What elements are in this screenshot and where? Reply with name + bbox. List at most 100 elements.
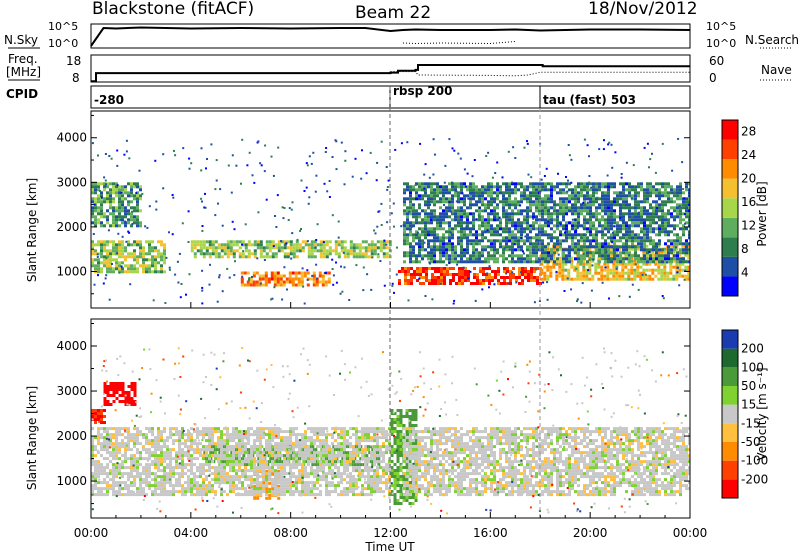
heatmap-cell: [427, 215, 430, 219]
heatmap-cell: [427, 206, 430, 210]
heatmap-cell: [396, 421, 400, 424]
heatmap-cell: [457, 242, 460, 246]
heatmap-cell: [411, 496, 415, 499]
heatmap-speckle: [592, 258, 595, 261]
heatmap-cell: [526, 188, 529, 192]
heatmap-speckle: [467, 277, 470, 280]
heatmap-cell: [637, 182, 640, 186]
heatmap-cell: [643, 197, 646, 201]
heatmap-cell: [97, 415, 100, 418]
heatmap-cell: [118, 200, 121, 204]
heatmap-cell: [628, 260, 631, 264]
heatmap-cell: [532, 191, 535, 195]
heatmap-cell: [567, 268, 571, 272]
heatmap-cell: [220, 249, 224, 253]
heatmap-speckle: [332, 274, 335, 277]
heatmap-cell: [436, 215, 439, 219]
heatmap-cell: [583, 257, 586, 261]
heatmap-speckle: [97, 154, 99, 157]
heatmap-cell: [412, 445, 415, 449]
heatmap-cell: [217, 252, 221, 256]
heatmap-cell: [684, 274, 688, 278]
heatmap-speckle: [464, 185, 467, 188]
heatmap-cell: [452, 267, 455, 270]
heatmap-cell: [304, 243, 308, 247]
heatmap-cell: [325, 255, 329, 259]
heatmap-cell: [127, 255, 130, 259]
heatmap-cell: [226, 252, 230, 256]
heatmap-cell: [399, 418, 403, 421]
heatmap-cell: [439, 200, 442, 204]
heatmap-cell: [627, 247, 631, 251]
heatmap-cell: [592, 233, 595, 237]
heatmap-cell: [637, 245, 640, 249]
heatmap-cell: [445, 236, 448, 240]
heatmap-cell: [648, 268, 652, 272]
heatmap-cell: [571, 194, 574, 198]
heatmap-cell: [130, 400, 134, 403]
heatmap-cell: [541, 254, 544, 258]
heatmap-cell: [412, 487, 415, 491]
heatmap-cell: [445, 484, 448, 488]
heatmap-cell: [445, 493, 448, 497]
heatmap-cell: [469, 254, 472, 258]
heatmap-cell: [687, 277, 690, 281]
heatmap-cell: [276, 283, 280, 287]
heatmap-cell: [424, 233, 427, 237]
nave-label: Nave: [761, 63, 792, 77]
heatmap-cell: [583, 251, 586, 255]
heatmap-cell: [130, 191, 133, 195]
heatmap-cell: [371, 448, 375, 452]
heatmap-cell: [445, 251, 448, 255]
heatmap-speckle: [568, 154, 571, 157]
heatmap-cell: [112, 191, 115, 195]
heatmap-cell: [433, 245, 436, 249]
heatmap-cell: [463, 466, 466, 470]
heatmap-cell: [403, 433, 406, 437]
heatmap-cell: [136, 215, 139, 219]
heatmap-cell: [463, 469, 466, 473]
heatmap-cell: [283, 243, 287, 247]
heatmap-speckle: [251, 174, 254, 177]
heatmap-cell: [267, 280, 271, 284]
heatmap-cell: [640, 215, 643, 219]
heatmap-cell: [403, 439, 406, 443]
heatmap-speckle: [311, 274, 314, 277]
heatmap-cell: [469, 466, 472, 470]
heatmap-cell: [594, 265, 598, 269]
heatmap-cell: [316, 243, 320, 247]
heatmap-cell: [424, 188, 427, 192]
heatmap-cell: [252, 274, 256, 278]
heatmap-cell: [613, 248, 616, 252]
heatmap-cell: [669, 271, 673, 275]
heatmap-cell: [583, 248, 586, 252]
heatmap-cell: [390, 460, 394, 463]
heatmap-cell: [300, 280, 304, 284]
heatmap-cell: [202, 243, 206, 247]
heatmap-cell: [502, 212, 505, 216]
heatmap-cell: [508, 236, 511, 240]
heatmap-cell: [583, 194, 586, 198]
heatmap-cell: [412, 260, 415, 264]
heatmap-speckle: [355, 264, 358, 267]
heatmap-cell: [524, 270, 527, 273]
heatmap-cell: [651, 277, 655, 281]
heatmap-cell: [540, 271, 544, 275]
heatmap-cell: [403, 454, 406, 458]
heatmap-cell: [466, 442, 469, 446]
heatmap-cell: [619, 206, 622, 210]
heatmap-cell: [655, 248, 658, 252]
heatmap-cell: [478, 448, 481, 452]
heatmap-cell: [115, 191, 118, 195]
heatmap-speckle: [303, 190, 306, 192]
heatmap-speckle: [200, 169, 203, 172]
noise-left-tick-top: 10^5: [48, 20, 78, 33]
heatmap-speckle: [608, 141, 611, 144]
heatmap-cell: [370, 249, 374, 253]
heatmap-cell: [625, 182, 628, 186]
heatmap-cell: [457, 442, 460, 446]
heatmap-cell: [505, 236, 508, 240]
heatmap-cell: [367, 249, 371, 253]
heatmap-cell: [591, 274, 595, 278]
heatmap-speckle: [442, 194, 445, 197]
